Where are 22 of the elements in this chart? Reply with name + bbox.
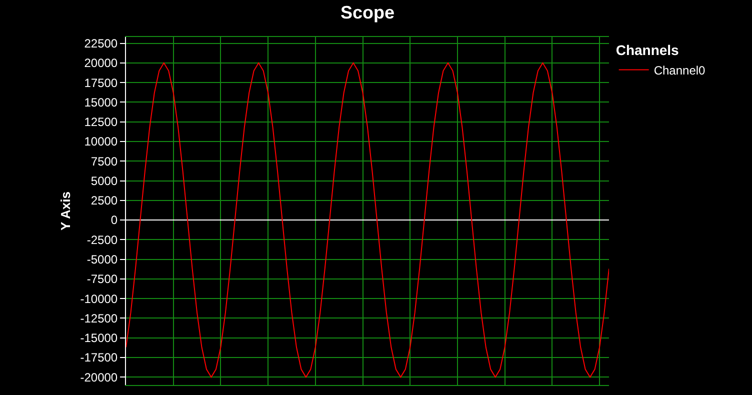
y-tick-label: 7500 — [90, 154, 118, 168]
legend-label: Channel0 — [654, 63, 706, 78]
y-tick-label: 0 — [110, 213, 118, 228]
chart-title: Scope — [340, 2, 395, 23]
legend-title: Channels — [616, 42, 680, 58]
y-tick-label: 5000 — [90, 174, 118, 188]
y-axis-title: Y Axis — [58, 191, 74, 231]
y-tick-label: -2500 — [86, 232, 118, 247]
y-tick-label: -17500 — [80, 350, 118, 365]
y-tick-label: 12500 — [84, 115, 118, 130]
y-tick-label: -7500 — [86, 272, 118, 286]
y-tick-label: -12500 — [80, 311, 118, 326]
y-tick-label: 2500 — [90, 194, 118, 208]
y-tick-label: -5000 — [86, 252, 118, 267]
y-tick-label: 20000 — [84, 56, 118, 70]
y-tick-label: 17500 — [84, 76, 118, 90]
y-tick-label: 22500 — [84, 36, 118, 50]
y-tick-label: 10000 — [84, 134, 118, 149]
y-tick-label: -15000 — [80, 331, 118, 346]
y-tick-label: -20000 — [80, 370, 118, 384]
y-tick-label: -10000 — [80, 292, 118, 306]
y-tick-label: 15000 — [84, 95, 118, 110]
